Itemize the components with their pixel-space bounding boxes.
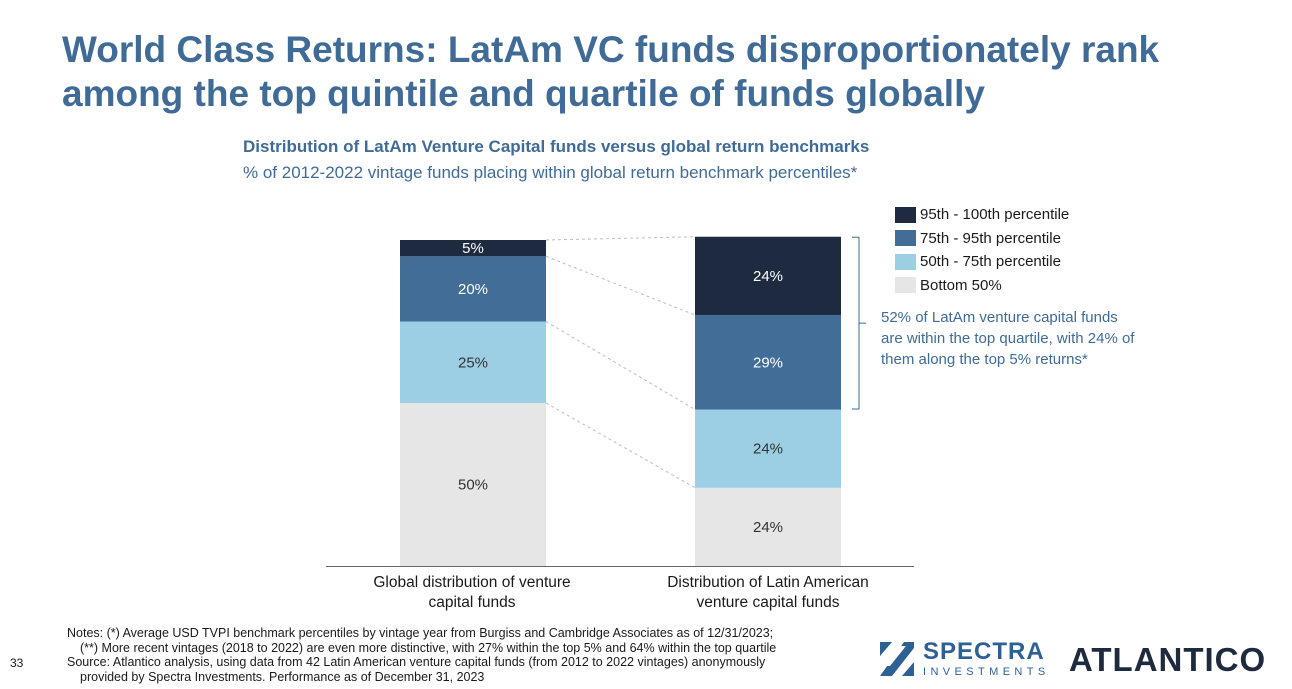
legend-swatch [895,206,916,223]
connector-line [545,321,696,410]
data-label: 29% [753,354,783,371]
chart-title: Distribution of LatAm Venture Capital fu… [243,137,870,156]
bar-segment-50th-75th-percentile [695,409,841,488]
legend-item: Bottom 50% [895,274,1069,298]
legend-label: 95th - 100th percentile [920,206,1070,224]
atlantico-logo: ATLANTICO [1069,641,1267,678]
data-label: 24% [753,441,783,458]
legend-label: Bottom 50% [920,276,1002,294]
data-label: 50% [458,477,488,494]
legend-label: 50th - 75th percentile [920,253,1061,271]
bar-segment-75th-95th-percentile [695,314,841,410]
spectra-mark-icon [880,642,914,676]
legend-swatch [895,277,916,294]
footnote-line: Notes: (*) Average USD TVPI benchmark pe… [67,626,774,640]
legend-item: 95th - 100th percentile [895,203,1069,227]
footnote-line: (**) More recent vintages (2018 to 2022)… [80,640,777,655]
footnotes: Notes: (*) Average USD TVPI benchmark pe… [67,626,776,684]
bar-segment-75th-95th-percentile [400,256,546,322]
top-quartile-callout: 52% of LatAm venture capital funds are w… [881,309,1135,368]
data-label: 24% [753,519,783,536]
legend-item: 50th - 75th percentile [895,250,1069,274]
bar-segment-bottom-50 [400,403,546,566]
page-number: 33 [10,656,24,670]
connector-line [545,255,696,316]
bar-segment-50th-75th-percentile [400,321,546,403]
legend-item: 75th - 95th percentile [895,227,1069,251]
bar-segment-bottom-50 [695,487,841,566]
data-label: 20% [458,281,488,298]
spectra-logo: SPECTRA INVESTMENTS [880,640,1050,678]
x-category-label-global: Global distribution of venture capital f… [373,574,571,611]
top-quartile-bracket [852,236,860,410]
data-label: 25% [458,354,488,371]
bar-segment-95th-100th-percentile [695,236,841,315]
legend-label: 75th - 95th percentile [920,229,1061,247]
footnote-line: provided by Spectra Investments. Perform… [80,669,485,684]
data-label: 5% [462,240,484,257]
chart-subtitle: % of 2012-2022 vintage funds placing wit… [243,163,858,182]
spectra-name: SPECTRA [923,638,1045,665]
footnote-line: Source: Atlantico analysis, using data f… [67,655,766,670]
x-category-label-latam: Distribution of Latin American venture c… [667,574,869,611]
connector-line [545,402,696,489]
data-label: 24% [753,268,783,285]
chart-legend: 95th - 100th percentile 75th - 95th perce… [895,203,1069,297]
page-title: World Class Returns: LatAm VC funds disp… [62,29,1160,114]
connector-line [545,236,696,241]
legend-swatch [895,230,916,247]
legend-swatch [895,253,916,270]
bar-segment-95th-100th-percentile [400,240,546,257]
spectra-sub: INVESTMENTS [923,666,1050,678]
